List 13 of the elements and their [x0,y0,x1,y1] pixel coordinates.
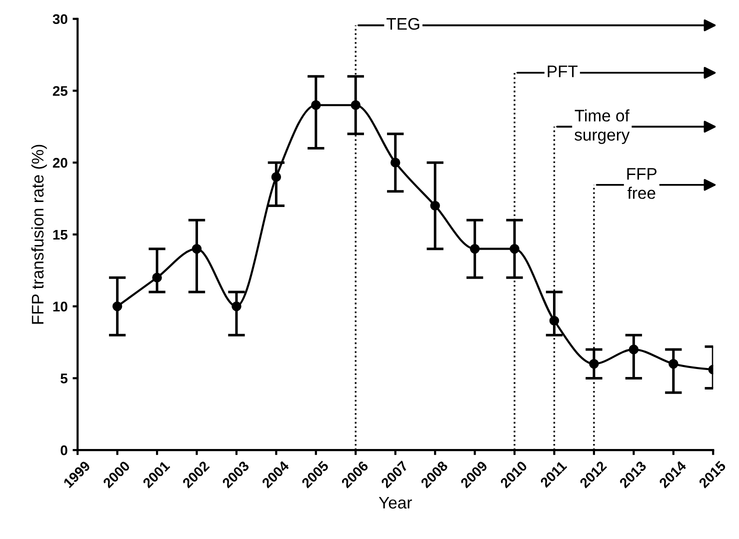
y-tick-label: 25 [52,86,68,96]
y-axis-title: FFP transfusion rate (%) [31,144,47,324]
y-tick-label: 15 [53,230,68,240]
y-tick-label: 5 [60,374,68,384]
y-tick-label: 10 [53,302,68,312]
ref-line-label: FFP free [627,168,656,199]
x-axis-title: Year [378,496,412,509]
y-tick-label: 30 [52,14,68,24]
ref-line-label: TEG [386,18,420,30]
y-tick-label: 20 [52,158,68,168]
y-tick-label: 0 [60,445,68,456]
ref-line-label: Time of surgery [574,109,630,144]
ref-line-label: PFT [548,66,578,78]
